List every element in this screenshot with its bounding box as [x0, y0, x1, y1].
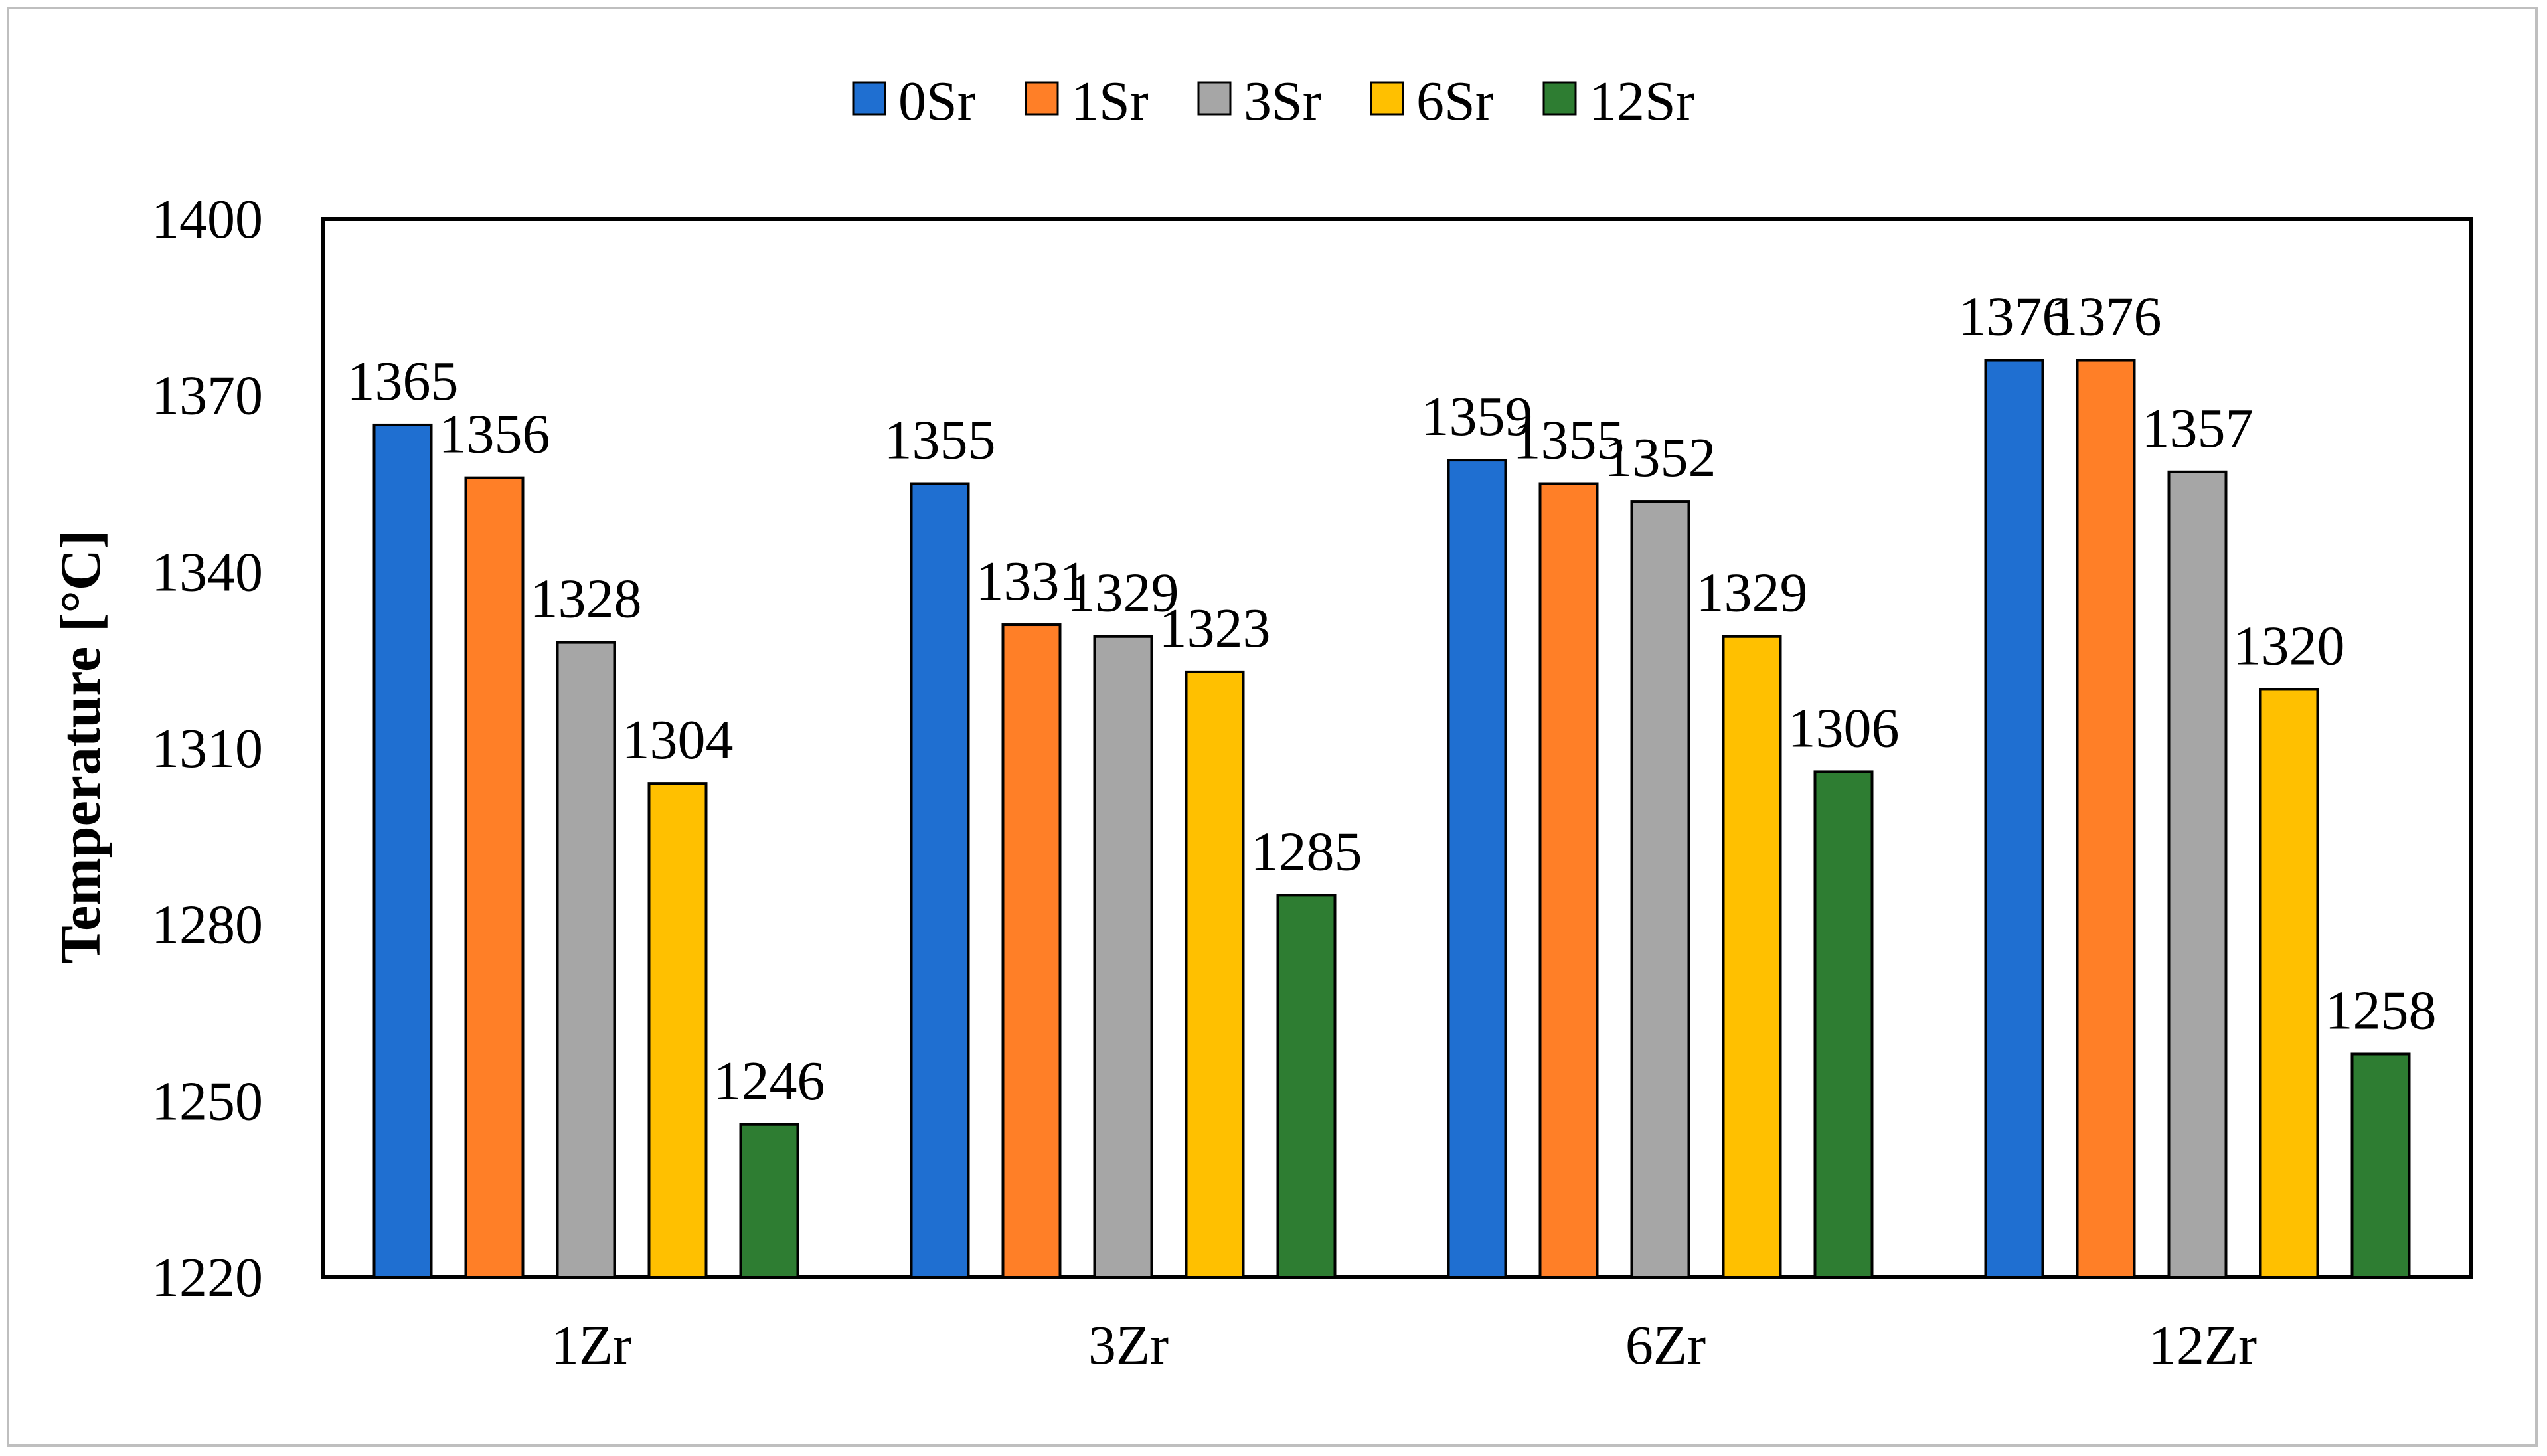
bar — [2167, 470, 2228, 1279]
bar — [739, 1123, 799, 1279]
data-label: 1376 — [1959, 286, 2070, 348]
bar — [1447, 459, 1507, 1279]
bar — [2076, 359, 2136, 1279]
y-tick-label: 1250 — [151, 1070, 263, 1132]
legend-swatch — [852, 81, 886, 116]
data-label: 1285 — [1251, 821, 1362, 882]
legend-swatch — [1025, 81, 1059, 116]
x-tick-label: 3Zr — [1088, 1315, 1169, 1376]
data-label: 1365 — [347, 351, 459, 412]
bar — [2259, 688, 2319, 1279]
legend-label: 6Sr — [1416, 70, 1494, 132]
bar — [372, 423, 433, 1279]
data-label: 1355 — [1513, 410, 1625, 471]
data-label: 1304 — [622, 709, 734, 771]
data-label: 1258 — [2325, 979, 2437, 1041]
bar — [1185, 670, 1245, 1279]
x-tick-label: 12Zr — [2149, 1315, 2257, 1376]
data-label: 1306 — [1788, 697, 1900, 759]
bar — [1813, 770, 1874, 1279]
data-label: 1356 — [439, 404, 550, 465]
x-tick-label: 6Zr — [1625, 1315, 1706, 1376]
x-axis-labels: 1Zr 3Zr 6Zr 12Zr — [551, 1315, 2257, 1376]
bar — [2350, 1052, 2411, 1279]
data-label: 1328 — [531, 568, 642, 630]
legend-label: 0Sr — [898, 70, 976, 132]
bar — [1093, 635, 1153, 1279]
bar — [1984, 359, 2044, 1279]
data-label: 1246 — [714, 1050, 825, 1112]
bar — [1630, 500, 1690, 1279]
bar — [647, 782, 708, 1279]
bar — [1722, 635, 1782, 1279]
bar — [1001, 623, 1062, 1279]
y-tick-label: 1400 — [151, 189, 263, 250]
data-label: 1329 — [1696, 562, 1808, 624]
y-tick-label: 1310 — [151, 718, 263, 779]
bar — [1276, 894, 1337, 1279]
data-label: 1323 — [1159, 598, 1271, 659]
data-label: 1329 — [1068, 562, 1179, 624]
data-label: 1355 — [884, 410, 996, 471]
data-label: 1352 — [1605, 427, 1716, 489]
bar — [556, 641, 616, 1279]
y-tick-label: 1370 — [151, 365, 263, 427]
legend-label: 1Sr — [1071, 70, 1149, 132]
y-tick-label: 1280 — [151, 894, 263, 956]
data-label: 1331 — [976, 550, 1088, 612]
legend-label: 12Sr — [1589, 70, 1694, 132]
plot-area — [321, 217, 2473, 1279]
x-tick-label: 1Zr — [551, 1315, 631, 1376]
bar — [1538, 482, 1599, 1279]
data-label: 1320 — [2234, 615, 2345, 677]
bars — [372, 359, 2411, 1279]
bar — [910, 482, 970, 1279]
legend-swatch — [1370, 81, 1404, 116]
data-label: 1357 — [2142, 398, 2254, 459]
legend-swatch — [1542, 81, 1577, 116]
y-tick-label: 1340 — [151, 541, 263, 603]
y-axis-ticks: 1220 1250 1280 1310 1340 1370 1400 — [151, 189, 263, 1309]
legend: 0Sr 1Sr 3Sr 6Sr 12Sr — [852, 70, 1694, 132]
legend-label: 3Sr — [1244, 70, 1321, 132]
y-axis-title: Temperature [°C] — [48, 530, 112, 964]
data-labels: 1365135613281304124613551331132913231285… — [347, 286, 2437, 1112]
bar — [464, 476, 525, 1279]
y-tick-label: 1220 — [151, 1247, 263, 1309]
legend-swatch — [1197, 81, 1232, 116]
data-label: 1359 — [1422, 386, 1533, 447]
data-label: 1376 — [2050, 286, 2162, 348]
